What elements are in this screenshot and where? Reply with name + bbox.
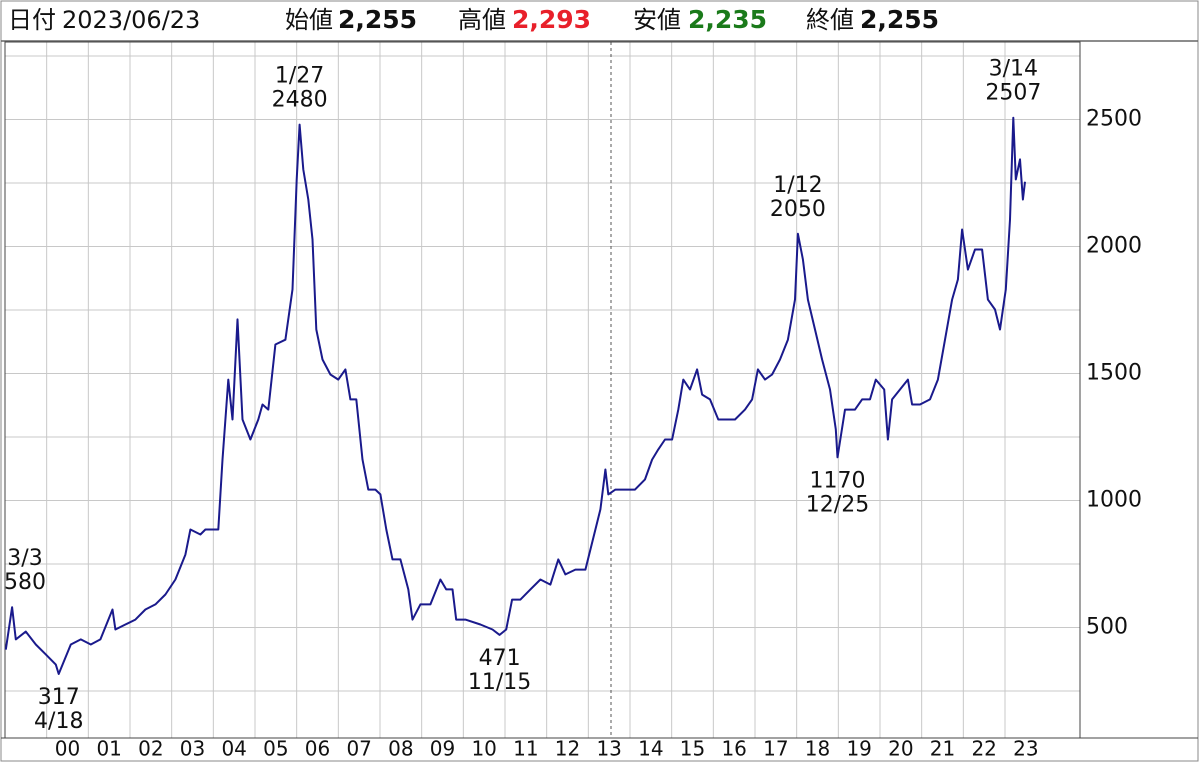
- x-tick-label: 02: [138, 737, 163, 761]
- header-value: 2,255: [860, 5, 939, 34]
- x-tick-label: 19: [846, 737, 871, 761]
- header-label: 終値: [806, 6, 854, 34]
- x-tick-label: 04: [221, 737, 246, 761]
- header-label: 日付: [8, 6, 56, 34]
- annotation-value: 2480: [272, 88, 328, 113]
- annotation-value: 580: [4, 570, 46, 595]
- y-tick-label: 500: [1086, 615, 1128, 640]
- y-tick-label: 1000: [1086, 487, 1142, 512]
- x-tick-label: 00: [55, 737, 80, 761]
- x-tick-label: 22: [971, 737, 996, 761]
- annotation-date: 1/27: [275, 64, 324, 89]
- x-tick-label: 11: [513, 737, 538, 761]
- x-tick-label: 10: [471, 737, 496, 761]
- x-tick-label: 13: [596, 737, 621, 761]
- price-line: [4, 116, 1026, 675]
- grid: [5, 42, 1080, 738]
- x-tick-label: 21: [930, 737, 955, 761]
- x-tick-label: 06: [305, 737, 330, 761]
- x-tick-label: 03: [180, 737, 205, 761]
- x-tick-label: 14: [638, 737, 663, 761]
- annotation-date: 3/3: [7, 546, 42, 571]
- annotation-value: 2050: [770, 197, 826, 222]
- annotation-value: 1170: [810, 468, 866, 493]
- x-tick-label: 15: [680, 737, 705, 761]
- annotation-value: 317: [38, 685, 80, 710]
- x-tick-label: 05: [263, 737, 288, 761]
- x-tick-label: 01: [96, 737, 121, 761]
- x-tick-label: 07: [346, 737, 371, 761]
- x-tick-label: 23: [1013, 737, 1038, 761]
- annotation-date: 11/15: [468, 670, 531, 695]
- annotation-date: 1/12: [773, 173, 822, 198]
- header-label: 高値: [458, 6, 506, 34]
- x-tick-label: 12: [555, 737, 580, 761]
- y-tick-label: 2500: [1086, 106, 1142, 131]
- header-date: 2023/06/23: [62, 6, 200, 34]
- header-label: 安値: [633, 6, 681, 34]
- header-label: 始値: [285, 6, 333, 34]
- header-value: 2,235: [688, 5, 767, 34]
- annotation-value: 471: [479, 646, 521, 671]
- annotation-date: 3/14: [989, 57, 1038, 82]
- x-tick-label: 17: [763, 737, 788, 761]
- annotation-date: 4/18: [34, 709, 83, 734]
- x-tick-label: 18: [805, 737, 830, 761]
- annotation-value: 2507: [985, 81, 1041, 106]
- x-tick-label: 09: [430, 737, 455, 761]
- x-tick-label: 16: [721, 737, 746, 761]
- x-tick-label: 20: [888, 737, 913, 761]
- header-value: 2,293: [512, 5, 591, 34]
- y-tick-label: 2000: [1086, 233, 1142, 258]
- header-value: 2,255: [338, 5, 417, 34]
- annotation-date: 12/25: [806, 492, 869, 517]
- y-tick-label: 1500: [1086, 360, 1142, 385]
- x-tick-label: 08: [388, 737, 413, 761]
